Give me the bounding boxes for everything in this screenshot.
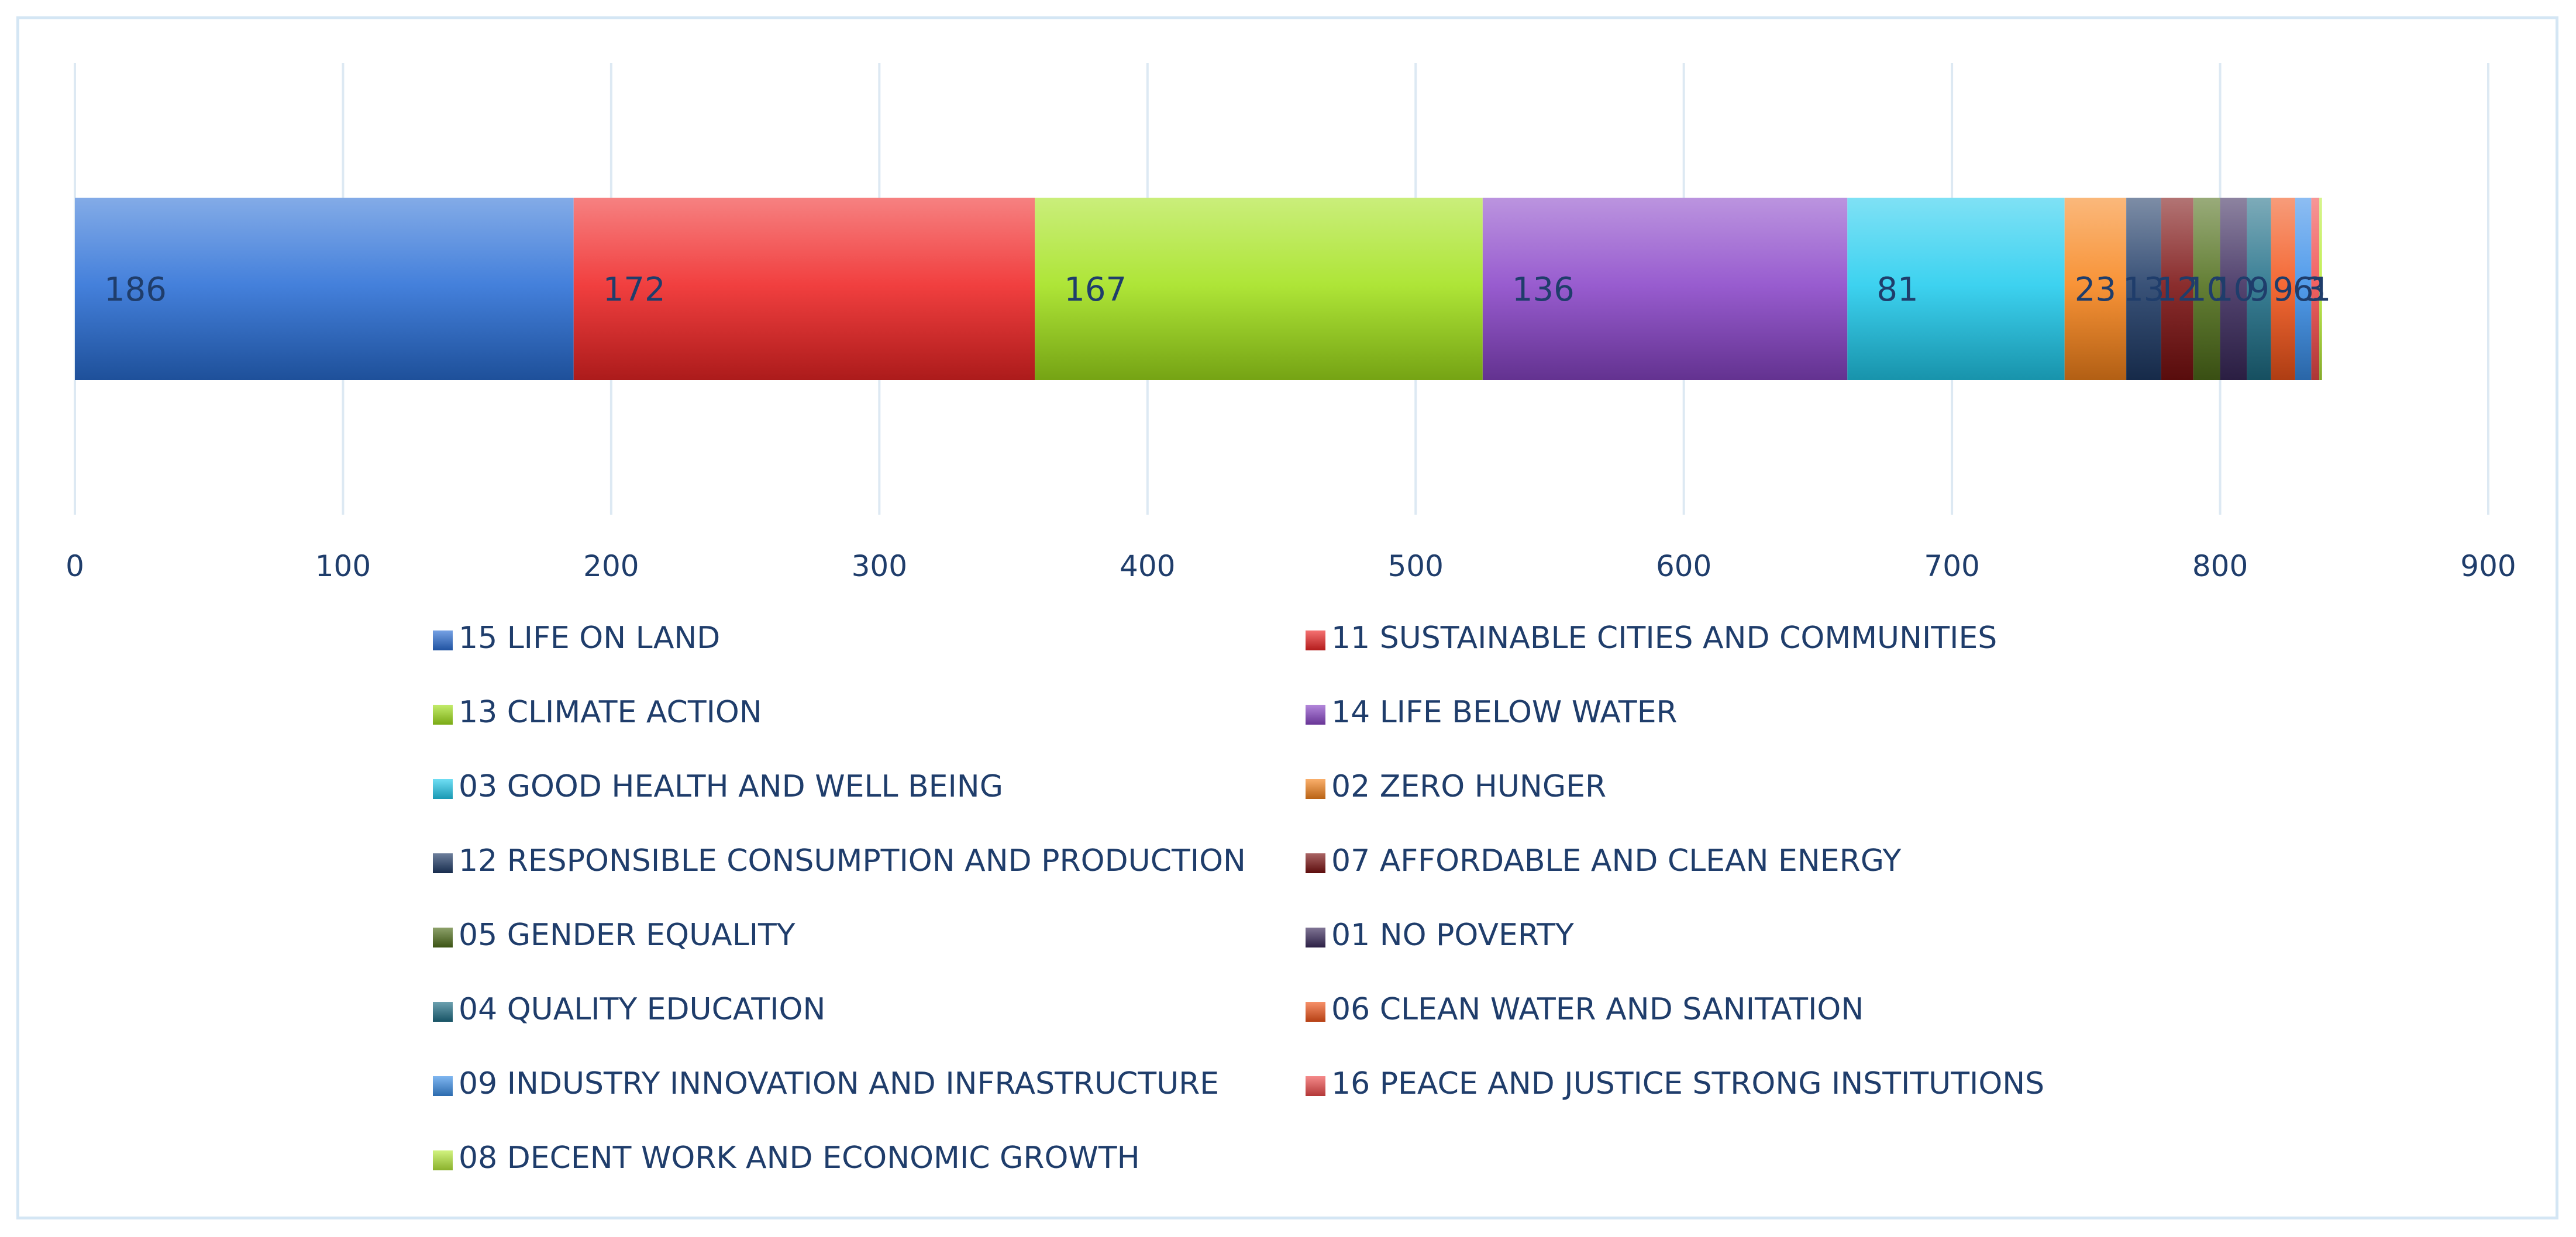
data-label: 10 [2213, 271, 2254, 309]
legend-label: 06 CLEAN WATER AND SANITATION [1331, 992, 1864, 1027]
x-tick-label: 0 [66, 549, 84, 583]
legend-swatch [433, 853, 453, 873]
bar-segment [1482, 198, 1848, 380]
legend-label: 11 SUSTAINABLE CITIES AND COMMUNITIES [1331, 621, 1997, 656]
x-axis-ticks: 0 100 200 300 400 500 600 700 800 900 [66, 549, 2516, 583]
legend-label: 09 INDUSTRY INNOVATION AND INFRASTRUCTUR… [459, 1066, 1219, 1101]
bar-segment [2247, 198, 2271, 380]
bar-segment [1847, 198, 2065, 380]
legend-swatch [1306, 853, 1325, 873]
data-label: 3 [2305, 271, 2326, 309]
legend-swatch [433, 1150, 453, 1170]
bar-segment [2319, 198, 2322, 380]
legend-swatch [433, 779, 453, 799]
x-tick-label: 200 [583, 549, 639, 583]
bar-segment [2126, 198, 2161, 380]
x-tick-label: 800 [2192, 549, 2248, 583]
bar-segment [75, 198, 574, 380]
data-label: 81 [1876, 271, 1918, 309]
x-tick-label: 700 [1924, 549, 1979, 583]
legend-swatch [433, 928, 453, 947]
x-tick-label: 600 [1656, 549, 1711, 583]
legend-label: 08 DECENT WORK AND ECONOMIC GROWTH [459, 1140, 1140, 1176]
legend-label: 03 GOOD HEALTH AND WELL BEING [459, 769, 1003, 804]
legend-swatch [1306, 928, 1325, 947]
legend-swatch [1306, 705, 1325, 725]
data-label: 136 [1512, 271, 1575, 309]
legend-swatch [433, 705, 453, 725]
bar-segment [2295, 198, 2312, 380]
bar-segments [75, 198, 2322, 380]
data-label: 6 [2293, 271, 2314, 309]
legend-label: 16 PEACE AND JUSTICE STRONG INSTITUTIONS [1331, 1066, 2044, 1101]
legend: 15 LIFE ON LAND 11 SUSTAINABLE CITIES AND… [433, 621, 2044, 1176]
legend-label: 12 RESPONSIBLE CONSUMPTION AND PRODUCTIO… [459, 843, 1246, 878]
legend-label: 15 LIFE ON LAND [459, 621, 720, 656]
data-label: 186 [104, 271, 167, 309]
data-label: 172 [603, 271, 666, 309]
legend-swatch [1306, 630, 1325, 650]
x-tick-label: 500 [1388, 549, 1444, 583]
data-label: 9 [2272, 271, 2293, 309]
x-tick-label: 900 [2460, 549, 2516, 583]
legend-label: 05 GENDER EQUALITY [459, 918, 795, 953]
bar-segment [2193, 198, 2220, 380]
bar-segment [2220, 198, 2247, 380]
legend-swatch [433, 630, 453, 650]
bar-segment [2064, 198, 2127, 380]
legend-swatch [1306, 1002, 1325, 1022]
legend-label: 13 CLIMATE ACTION [459, 695, 762, 730]
legend-label: 07 AFFORDABLE AND CLEAN ENERGY [1331, 843, 1902, 878]
legend-label: 14 LIFE BELOW WATER [1331, 695, 1678, 730]
legend-swatch [433, 1002, 453, 1022]
legend-swatch [1306, 779, 1325, 799]
data-label: 10 [2186, 271, 2227, 309]
data-label: 12 [2157, 271, 2198, 309]
data-label: 23 [2075, 271, 2116, 309]
bar-segment [1035, 198, 1483, 380]
bar-segment [573, 198, 1035, 380]
legend-label: 02 ZERO HUNGER [1331, 769, 1606, 804]
bar-segment [2311, 198, 2320, 380]
legend-swatch [1306, 1076, 1325, 1096]
data-label: 13 [2123, 271, 2164, 309]
x-tick-label: 400 [1120, 549, 1175, 583]
data-label: 1 [2310, 271, 2332, 309]
data-label: 167 [1064, 271, 1127, 309]
legend-swatch [433, 1076, 453, 1096]
x-tick-label: 100 [315, 549, 371, 583]
bar-segment [2161, 198, 2193, 380]
data-label: 9 [2248, 271, 2270, 309]
legend-label: 04 QUALITY EDUCATION [459, 992, 825, 1027]
bar-segment [2271, 198, 2295, 380]
legend-label: 01 NO POVERTY [1331, 918, 1574, 953]
x-tick-label: 300 [852, 549, 907, 583]
